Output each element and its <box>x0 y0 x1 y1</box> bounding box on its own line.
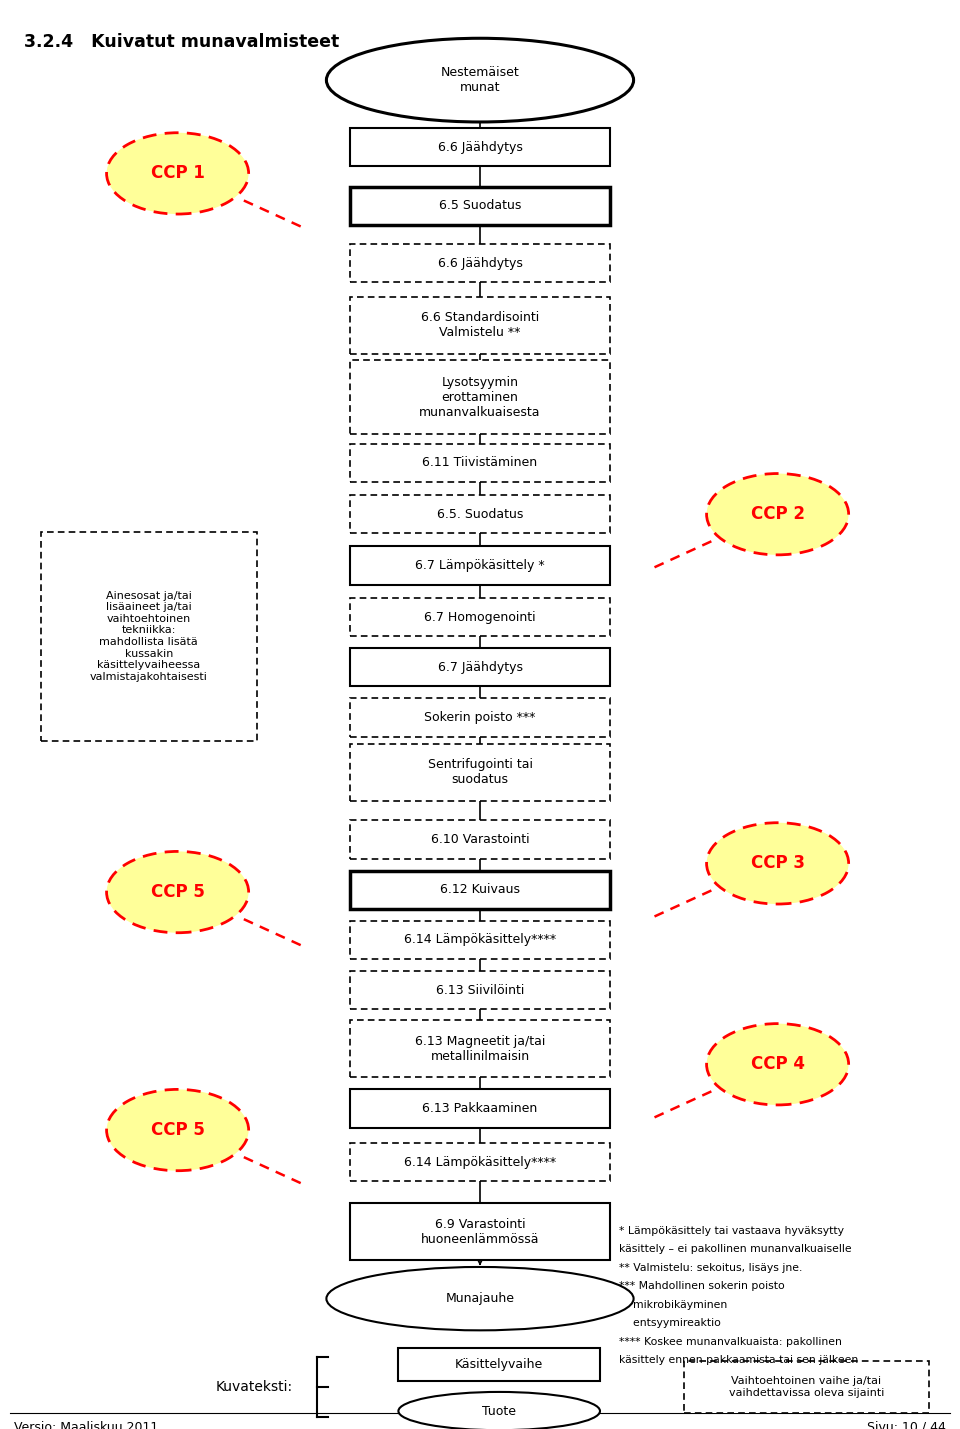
Text: 6.9 Varastointi
huoneenlämmössä: 6.9 Varastointi huoneenlämmössä <box>420 1218 540 1246</box>
Bar <box>350 494 610 533</box>
Text: 6.7 Jäähdytys: 6.7 Jäähdytys <box>438 660 522 673</box>
Text: 6.11 Tiivistäminen: 6.11 Tiivistäminen <box>422 456 538 469</box>
Bar <box>350 1143 610 1182</box>
Text: *** Mahdollinen sokerin poisto: *** Mahdollinen sokerin poisto <box>619 1282 785 1292</box>
Text: Nestemäiset
munat: Nestemäiset munat <box>441 66 519 94</box>
Text: käsittely – ei pakollinen munanvalkuaiselle: käsittely – ei pakollinen munanvalkuaise… <box>619 1245 852 1255</box>
Text: * Lämpökäsittely tai vastaava hyväksytty: * Lämpökäsittely tai vastaava hyväksytty <box>619 1226 844 1236</box>
Text: CCP 2: CCP 2 <box>751 506 804 523</box>
Ellipse shape <box>326 1268 634 1330</box>
Bar <box>350 970 610 1009</box>
Text: Versio: Maaliskuu 2011: Versio: Maaliskuu 2011 <box>14 1420 158 1429</box>
Text: CCP 5: CCP 5 <box>151 883 204 902</box>
Text: Tuote: Tuote <box>482 1405 516 1418</box>
Bar <box>350 745 610 802</box>
Text: Munajauhe: Munajauhe <box>445 1292 515 1305</box>
Bar <box>398 1348 600 1382</box>
Ellipse shape <box>707 1023 849 1105</box>
Bar <box>684 1360 928 1413</box>
Text: **** Koskee munanvalkuaista: pakollinen: **** Koskee munanvalkuaista: pakollinen <box>619 1338 842 1348</box>
Text: 6.7 Homogenointi: 6.7 Homogenointi <box>424 610 536 623</box>
Bar <box>350 546 610 584</box>
Bar <box>350 870 610 909</box>
Text: 6.10 Varastointi: 6.10 Varastointi <box>431 833 529 846</box>
Bar <box>350 244 610 282</box>
Bar <box>350 297 610 354</box>
Bar <box>350 1203 610 1260</box>
Text: 6.14 Lämpökäsittely****: 6.14 Lämpökäsittely**** <box>404 933 556 946</box>
Bar <box>350 699 610 736</box>
Bar <box>350 920 610 959</box>
Text: CCP 5: CCP 5 <box>151 1120 204 1139</box>
Text: käsittely ennen pakkaamista tai sen jälkeen: käsittely ennen pakkaamista tai sen jälk… <box>619 1356 858 1366</box>
Ellipse shape <box>326 39 634 121</box>
Text: CCP 3: CCP 3 <box>751 855 804 872</box>
Ellipse shape <box>107 133 249 214</box>
Text: Vaihtoehtoinen vaihe ja/tai
vaihdettavissa oleva sijainti: Vaihtoehtoinen vaihe ja/tai vaihdettavis… <box>729 1376 884 1398</box>
Text: CCP 1: CCP 1 <box>151 164 204 183</box>
Bar <box>350 1089 610 1127</box>
Bar <box>350 649 610 686</box>
Text: Käsittelyvaihe: Käsittelyvaihe <box>455 1358 543 1370</box>
Text: 6.13 Magneetit ja/tai
metallinilmaisin: 6.13 Magneetit ja/tai metallinilmaisin <box>415 1035 545 1063</box>
Text: 3.2.4   Kuivatut munavalmisteet: 3.2.4 Kuivatut munavalmisteet <box>24 33 339 51</box>
Text: Kuvateksti:: Kuvateksti: <box>216 1380 293 1395</box>
Ellipse shape <box>107 852 249 933</box>
Ellipse shape <box>398 1392 600 1429</box>
Text: 6.13 Siivilöinti: 6.13 Siivilöinti <box>436 983 524 996</box>
Bar <box>350 360 610 434</box>
Text: 6.6 Standardisointi
Valmistelu **: 6.6 Standardisointi Valmistelu ** <box>420 312 540 339</box>
Bar <box>350 820 610 859</box>
Text: Sokerin poisto ***: Sokerin poisto *** <box>424 712 536 725</box>
Text: 6.6 Jäähdytys: 6.6 Jäähdytys <box>438 257 522 270</box>
Text: Ainesosat ja/tai
lisäaineet ja/tai
vaihtoehtoinen
tekniikka:
mahdollista lisätä
: Ainesosat ja/tai lisäaineet ja/tai vaiht… <box>90 590 207 682</box>
Text: 6.13 Pakkaaminen: 6.13 Pakkaaminen <box>422 1102 538 1115</box>
Text: 6.7 Lämpökäsittely *: 6.7 Lämpökäsittely * <box>415 559 545 572</box>
Ellipse shape <box>107 1089 249 1170</box>
Bar <box>40 532 257 740</box>
Bar <box>350 187 610 224</box>
Text: Sivu: 10 / 44: Sivu: 10 / 44 <box>867 1420 946 1429</box>
Text: CCP 4: CCP 4 <box>751 1055 804 1073</box>
Text: 6.5 Suodatus: 6.5 Suodatus <box>439 199 521 211</box>
Text: 6.5. Suodatus: 6.5. Suodatus <box>437 507 523 520</box>
Text: ** Valmistelu: sekoitus, lisäys jne.: ** Valmistelu: sekoitus, lisäys jne. <box>619 1263 803 1273</box>
Bar <box>350 1020 610 1077</box>
Ellipse shape <box>707 823 849 905</box>
Text: 6.12 Kuivaus: 6.12 Kuivaus <box>440 883 520 896</box>
Text: mikrobikäyminen: mikrobikäyminen <box>619 1300 728 1310</box>
Text: Sentrifugointi tai
suodatus: Sentrifugointi tai suodatus <box>427 759 533 786</box>
Bar <box>350 129 610 166</box>
Ellipse shape <box>707 473 849 554</box>
Text: entsyymireaktio: entsyymireaktio <box>619 1319 721 1329</box>
Text: 6.14 Lämpökäsittely****: 6.14 Lämpökäsittely**** <box>404 1156 556 1169</box>
Text: 6.6 Jäähdytys: 6.6 Jäähdytys <box>438 140 522 153</box>
Bar <box>350 597 610 636</box>
Text: Lysotsyymin
erottaminen
munanvalkuaisesta: Lysotsyymin erottaminen munanvalkuaisest… <box>420 376 540 419</box>
Bar <box>350 443 610 482</box>
